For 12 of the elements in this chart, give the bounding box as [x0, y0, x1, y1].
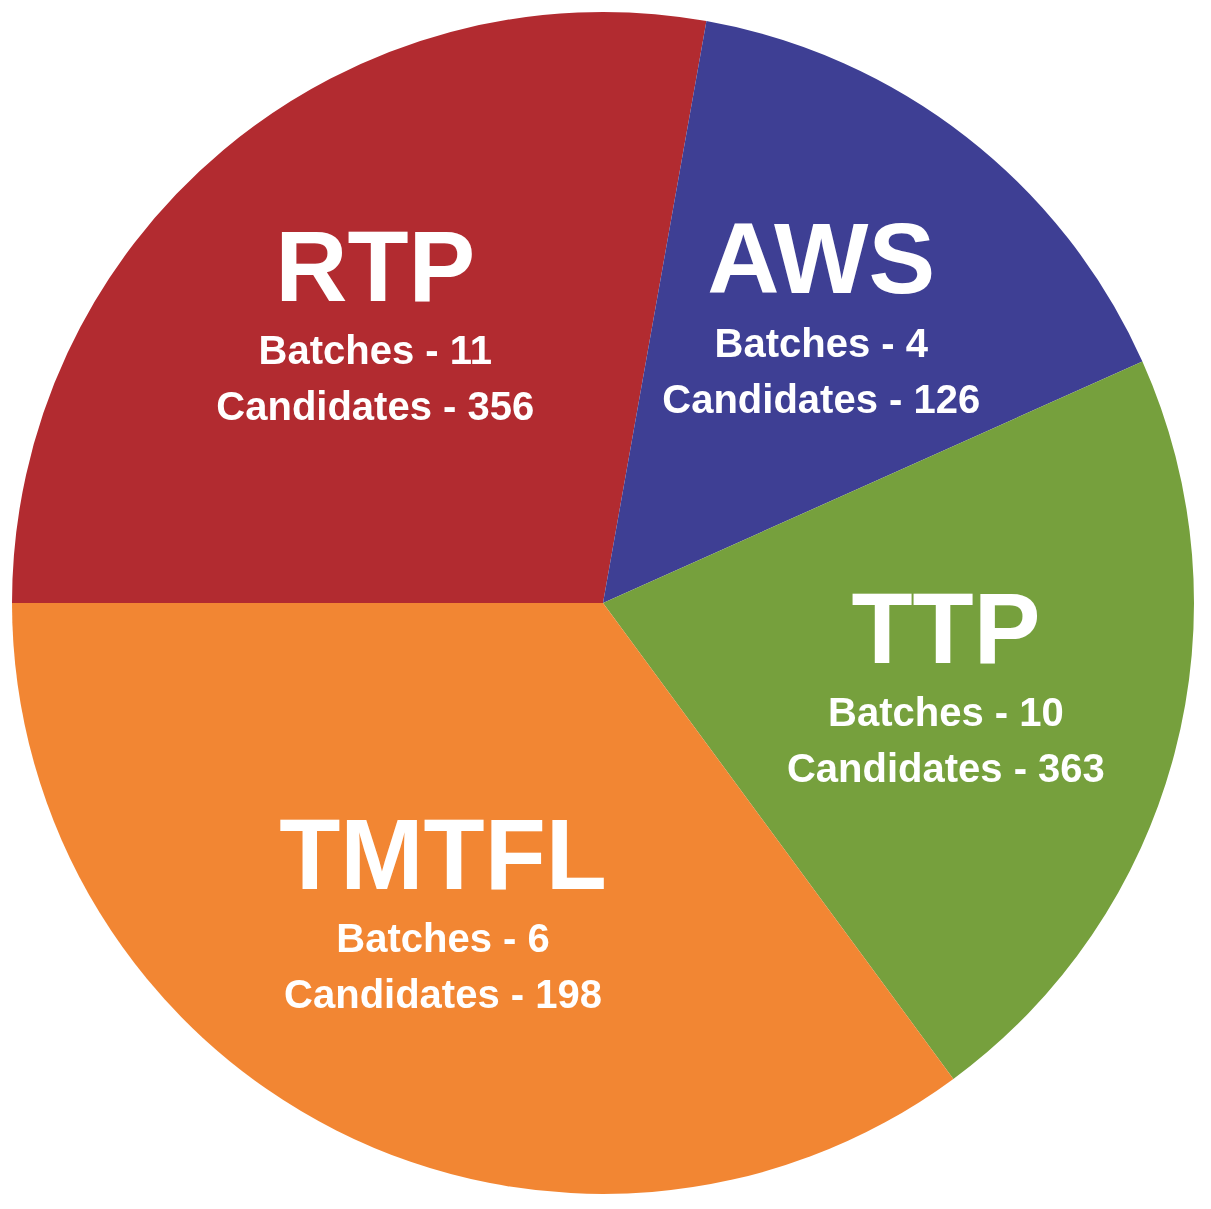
- text: Batches - 11: [258, 328, 492, 373]
- slice-label: AWS: [707, 202, 936, 315]
- text: Batches - 6: [336, 916, 550, 961]
- text: Batches - 10: [828, 690, 1064, 735]
- text: Candidates - 126: [662, 376, 981, 421]
- text: Candidates - 356: [216, 384, 535, 429]
- text: Candidates - 363: [786, 746, 1105, 791]
- text: Candidates - 198: [284, 972, 602, 1017]
- text: Batches - 4: [714, 320, 928, 365]
- slice-label: TMTFL: [279, 798, 607, 911]
- slice-label: TTP: [851, 571, 1041, 684]
- slice-label: RTP: [275, 209, 476, 322]
